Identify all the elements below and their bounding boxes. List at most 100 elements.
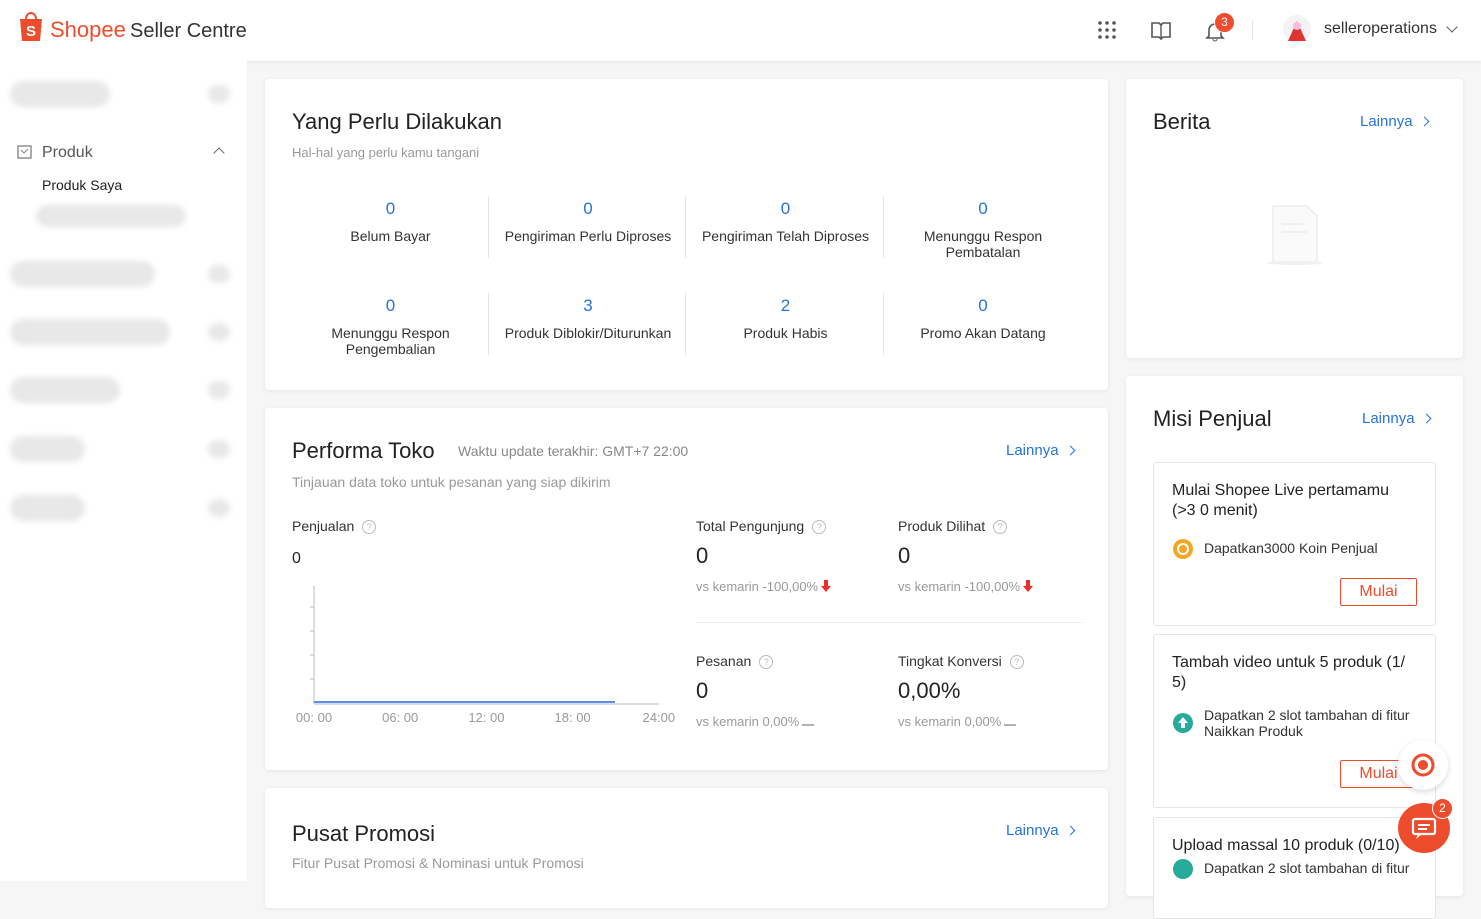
metric-value: 0 [696, 543, 709, 569]
sales-chart [310, 586, 659, 705]
compare-text: vs kemarin 0,00% [696, 714, 800, 730]
todo-count: 0 [978, 199, 988, 218]
todo-item[interactable]: 0 Pengiriman Perlu Diproses [490, 196, 687, 266]
help-icon[interactable]: ? [759, 655, 774, 670]
blurred-menu [208, 381, 230, 399]
guide-icon[interactable] [1151, 20, 1171, 40]
metric: Pesanan? 0 vs kemarin 0,00% [696, 653, 891, 730]
todo-item[interactable]: 0 Menunggu Respon Pengembalian [292, 293, 489, 363]
todo-label: Belum Bayar [350, 228, 431, 244]
compare-text: vs kemarin -100,00% [696, 579, 819, 595]
live-button[interactable] [1398, 740, 1448, 790]
more-link[interactable]: Lainnya [1360, 113, 1428, 130]
apps-icon[interactable] [1097, 20, 1117, 40]
menu-item[interactable]: Produk Saya [42, 177, 123, 193]
avatar[interactable] [1282, 14, 1312, 44]
todo-item[interactable]: 0 Promo Akan Datang [885, 293, 1082, 363]
metric-value: 0 [898, 543, 911, 569]
logo[interactable]: S [17, 10, 45, 42]
more-link[interactable]: Lainnya [1006, 442, 1074, 459]
reward-icon [1172, 858, 1194, 885]
card-subtitle: Fitur Pusat Promosi & Nominasi untuk Pro… [292, 855, 584, 871]
todo-item[interactable]: 0 Menunggu Respon Pembatalan [885, 196, 1082, 266]
todo-label: Pengiriman Telah Diproses [701, 228, 870, 244]
todo-item[interactable]: 0 Belum Bayar [292, 196, 489, 266]
card-subtitle: Tinjauan data toko untuk pesanan yang si… [292, 474, 611, 490]
time-label: 06: 00 [382, 710, 419, 725]
username[interactable]: selleroperations [1324, 20, 1437, 37]
blurred-menu[interactable] [10, 319, 170, 345]
metric-name: Total Pengunjung [696, 518, 805, 534]
compare-text: vs kemarin -100,00% [898, 579, 1021, 595]
trend-icon [802, 715, 815, 730]
blurred-menu[interactable] [36, 205, 186, 227]
card-title: Pusat Promosi [292, 821, 436, 846]
todo-label: Produk Habis [743, 325, 828, 341]
metric-compare: vs kemarin -100,00% [696, 579, 891, 595]
product-name: Seller Centre [130, 20, 247, 42]
more-link[interactable]: Lainnya [1006, 822, 1074, 839]
menu-section[interactable]: Produk [42, 144, 93, 161]
metric-compare: vs kemarin -100,00% [898, 579, 1093, 595]
metric: Tingkat Konversi? 0,00% vs kemarin 0,00% [898, 653, 1093, 730]
blurred-menu[interactable] [10, 81, 110, 107]
time-label: 24:00 [642, 710, 676, 725]
more-link[interactable]: Lainnya [1362, 410, 1430, 427]
card-title: Berita [1153, 109, 1211, 134]
blurred-menu[interactable] [10, 495, 85, 521]
page: S Shopee Seller Centre 3 selleroperation… [0, 0, 1481, 881]
mission-title: Tambah video untuk 5 produk (1/ 5) [1172, 654, 1406, 691]
blurred-menu [208, 85, 230, 103]
help-icon[interactable]: ? [1009, 655, 1024, 670]
metric-compare: vs kemarin 0,00% [898, 714, 1093, 730]
metric-value: 0 [696, 678, 709, 704]
todo-count: 0 [583, 199, 593, 218]
mission-item: Upload massal 10 produk (0/10) Dapatkan 2… [1153, 817, 1436, 919]
todo-label: Promo Akan Datang [920, 325, 1046, 341]
product-icon [17, 145, 32, 159]
blurred-menu[interactable] [10, 436, 85, 462]
dropdown-chevron[interactable] [1446, 21, 1458, 33]
collapse-chevron[interactable] [213, 147, 225, 159]
todo-label: Menunggu Respon Pembatalan [923, 228, 1043, 260]
mission-reward: Dapatkan 2 slot tambahan di fitur Naikka… [1204, 707, 1410, 739]
card-subtitle: Hal-hal yang perlu kamu tangani [292, 145, 480, 160]
blurred-menu[interactable] [10, 377, 120, 403]
brand[interactable]: Shopee [50, 17, 126, 42]
trend-icon [1023, 580, 1034, 595]
promo-card: Pusat Promosi Lainnya Fitur Pusat Promos… [265, 788, 1108, 908]
divider [685, 196, 686, 258]
metric-name: Pesanan [696, 653, 752, 669]
sidebar: Produk Produk Saya [0, 61, 247, 881]
metric-value: 0,00% [898, 678, 961, 704]
metric-label: Tingkat Konversi? [898, 653, 1093, 670]
mission-reward: Dapatkan 2 slot tambahan di fitur [1204, 860, 1410, 876]
header: S Shopee Seller Centre 3 selleroperation… [0, 0, 1481, 61]
todo-count: 3 [583, 296, 593, 315]
card-title: Misi Penjual [1153, 406, 1272, 431]
metric-compare: vs kemarin 0,00% [696, 714, 891, 730]
blurred-menu [208, 265, 230, 283]
mission-title: Mulai Shopee Live pertamamu (>3 0 menit) [1172, 482, 1390, 519]
news-card: Berita Lainnya [1126, 79, 1463, 358]
todo-item[interactable]: 0 Pengiriman Telah Diproses [687, 196, 884, 266]
mission-reward: Dapatkan3000 Koin Penjual [1204, 540, 1378, 556]
divider [882, 293, 884, 355]
metric: Total Pengunjung? 0 vs kemarin -100,00% [696, 518, 891, 595]
todo-count: 0 [385, 296, 396, 315]
mission-button[interactable]: Mulai [1340, 578, 1417, 606]
blurred-menu[interactable] [10, 261, 155, 287]
todo-item[interactable]: 2 Produk Habis [687, 293, 884, 363]
performance-card: Performa Toko Waktu update terakhir: GMT… [265, 408, 1108, 770]
help-icon[interactable]: ? [812, 520, 827, 535]
help-icon[interactable]: ? [362, 520, 377, 535]
time-label: 12: 00 [468, 710, 505, 725]
help-icon[interactable]: ? [993, 520, 1008, 535]
metric-name: Tingkat Konversi [898, 653, 1002, 669]
trend-icon [1004, 715, 1017, 730]
blurred-menu [208, 499, 230, 517]
time-axis: 00: 00 06: 00 12: 00 18: 00 24:00 [265, 710, 695, 730]
todo-item[interactable]: 3 Produk Diblokir/Diturunkan [490, 293, 687, 363]
divider [1252, 20, 1253, 40]
todo-count: 0 [385, 199, 396, 218]
